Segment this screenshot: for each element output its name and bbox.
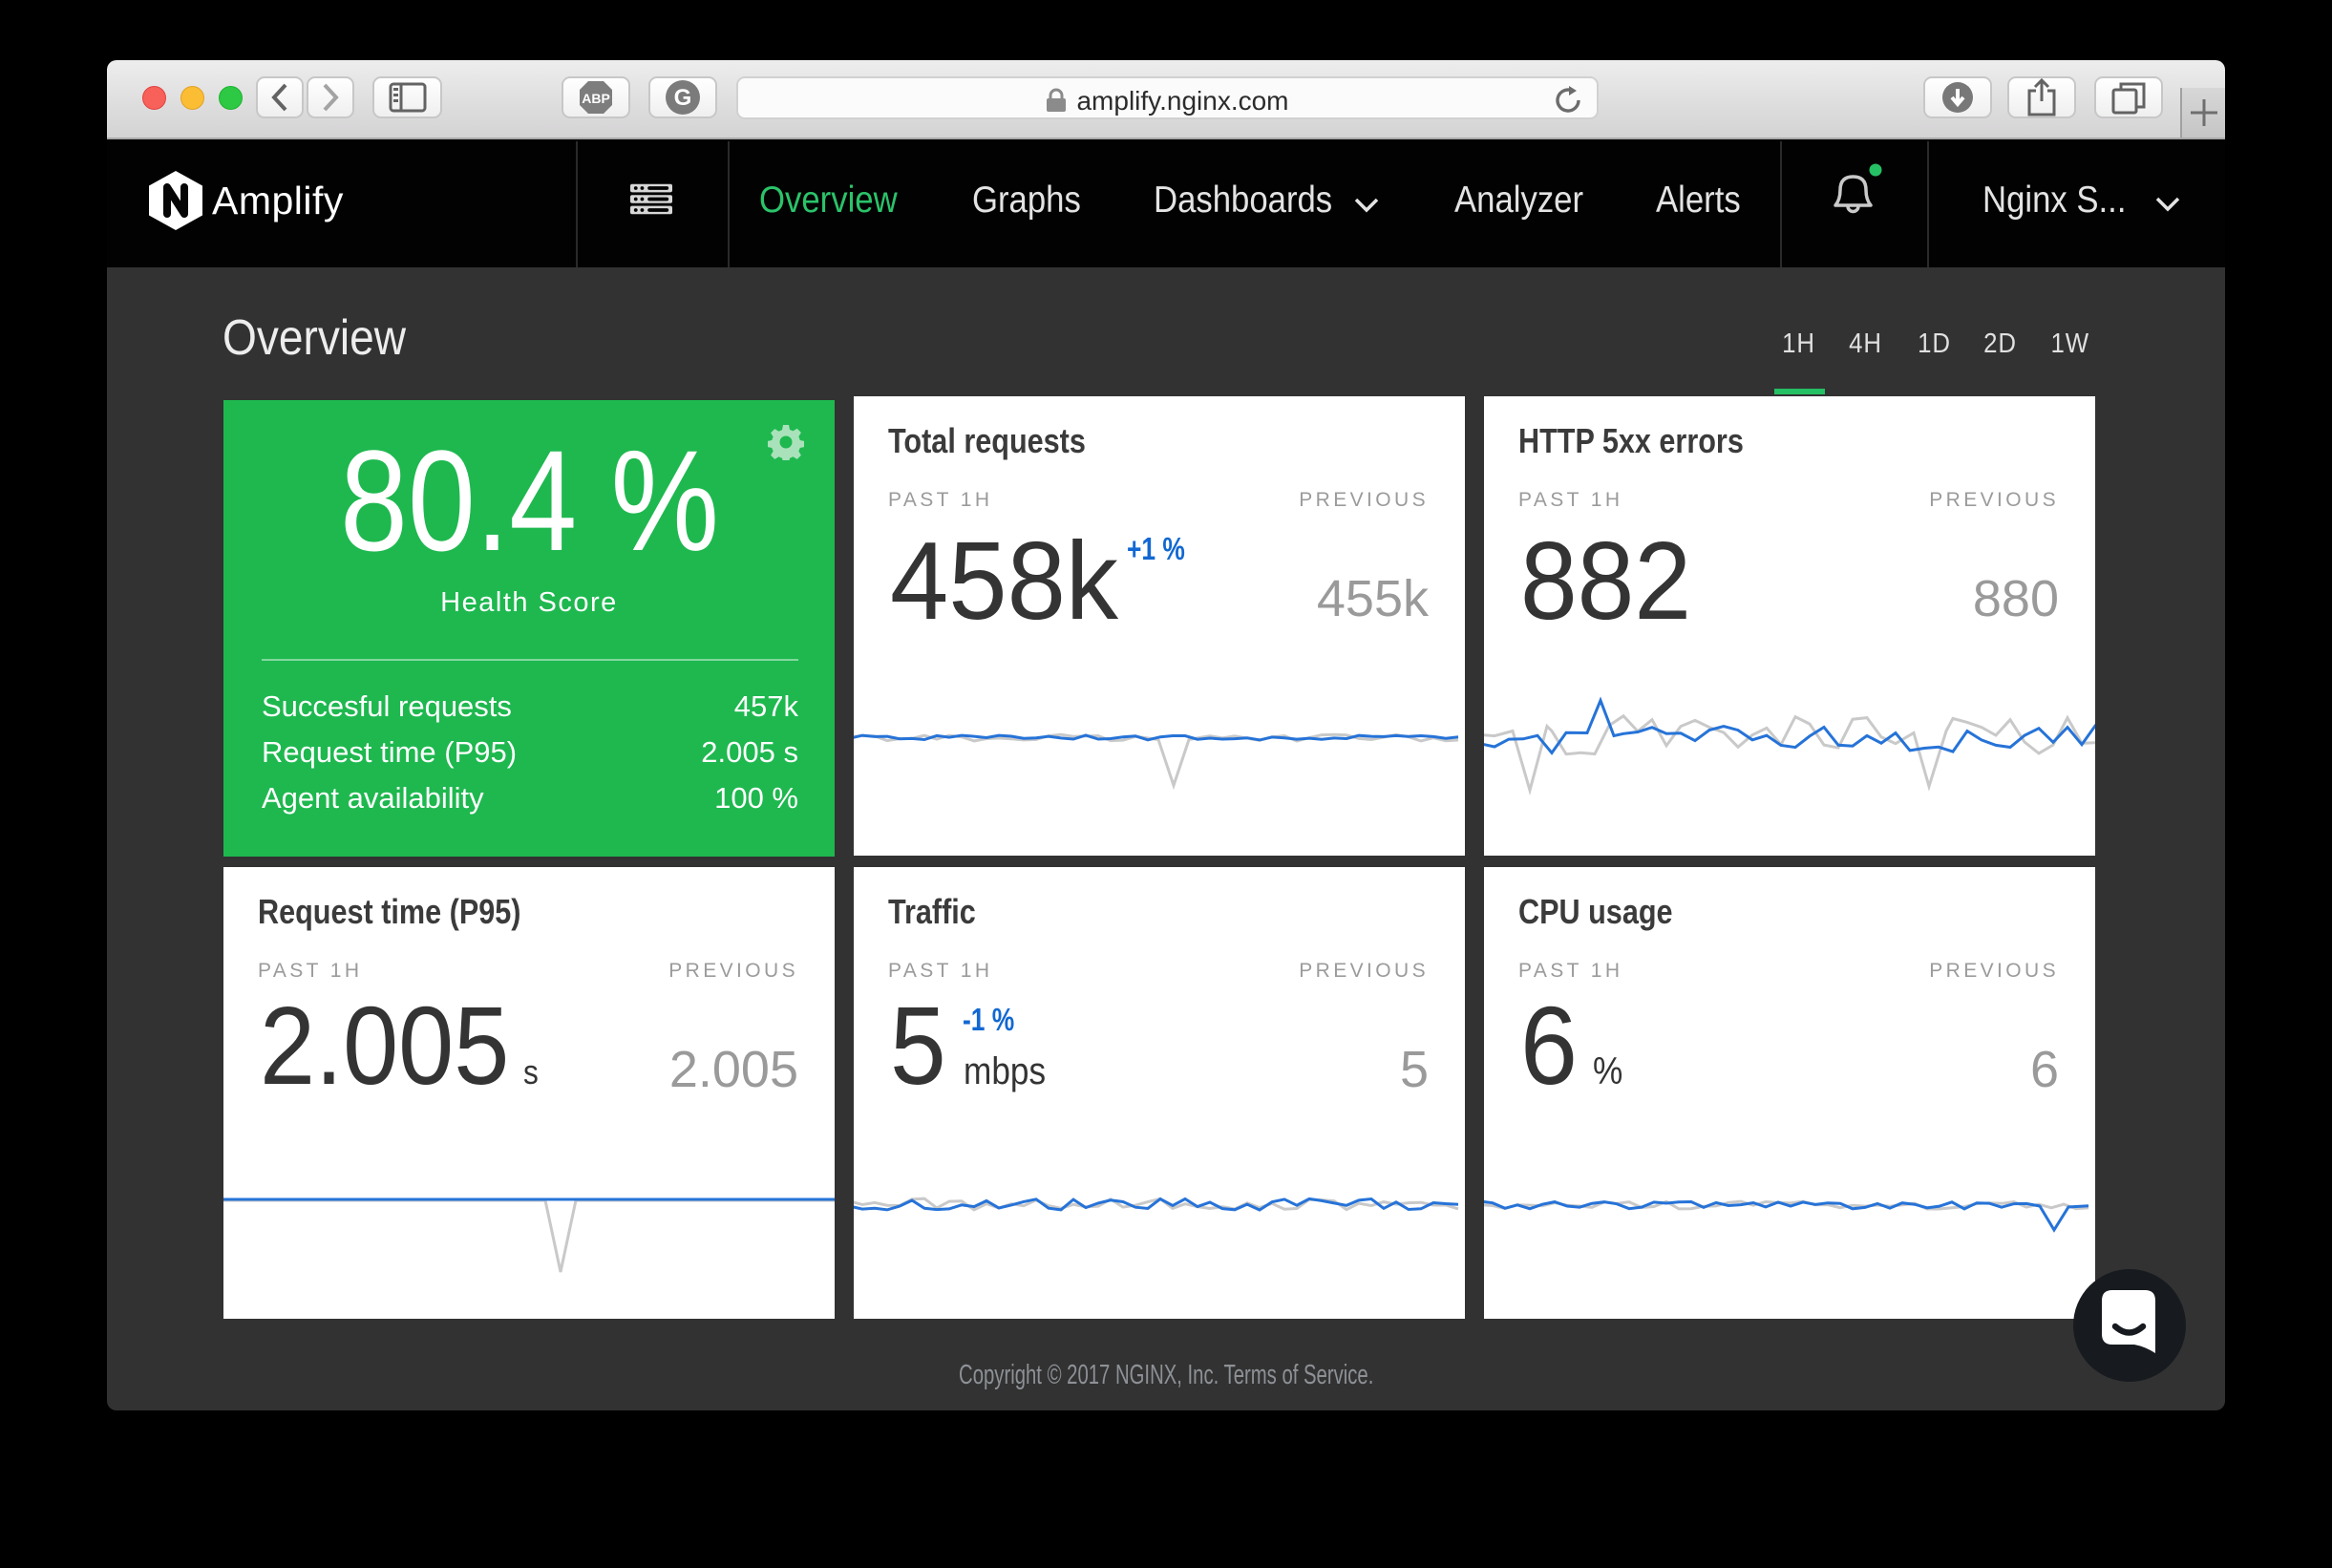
svg-text:ABP: ABP	[582, 91, 610, 106]
svg-text:G: G	[674, 85, 692, 111]
